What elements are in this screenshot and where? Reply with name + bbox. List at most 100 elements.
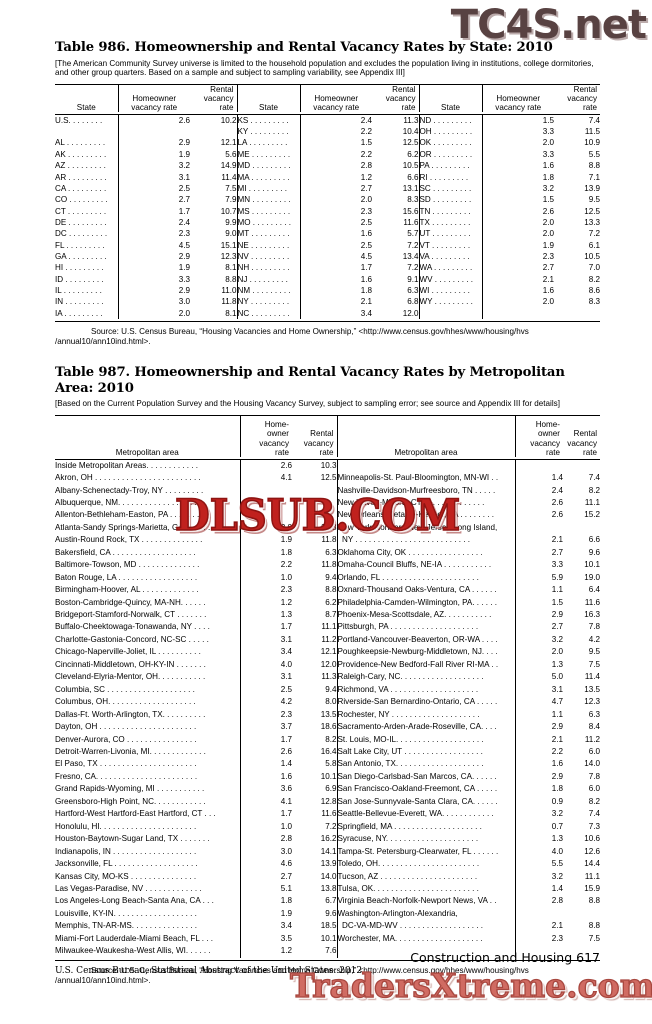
metro-area-label: Baltimore-Towson, MD . . . . . . . . . .…: [55, 560, 200, 570]
homeowner-vacancy-rate: 3.2: [117, 160, 190, 172]
state-label: [55, 126, 118, 137]
homeowner-vacancy-rate: 2.3: [481, 250, 554, 263]
table-row: IL . . . . . . . . . 2.9 11.0 NM . . . . . …: [55, 284, 600, 297]
rental-vacancy-rate: 10.5: [402, 161, 419, 171]
rental-vacancy-rate: 8.8: [588, 161, 600, 171]
rental-vacancy-rate: 7.5: [225, 183, 237, 193]
homeowner-vacancy-rate: 2.6: [239, 459, 292, 473]
rental-vacancy-rate: 11.4: [221, 172, 237, 182]
table-row: AL . . . . . . . . . 2.9 12.1 LA . . . . . …: [55, 137, 600, 149]
table-row: Albuquerque, NM. . . . . . . . . . . . .…: [55, 496, 600, 510]
homeowner-vacancy-rate: 2.6: [514, 509, 563, 522]
rental-vacancy-rate: 11.0: [221, 285, 237, 295]
metro-area-label: Fresno, CA. . . . . . . . . . . . . . . …: [55, 771, 198, 781]
metro-area-label: Houston-Baytown-Sugar Land, TX . . . . .…: [55, 834, 210, 844]
homeowner-vacancy-rate: 0.9: [514, 795, 563, 809]
col-homeowner-3: Homeowner vacancy rate: [481, 84, 554, 113]
homeowner-vacancy-rate: 5.1: [239, 883, 292, 896]
homeowner-vacancy-rate: 3.7: [239, 721, 292, 734]
table-row: El Paso, TX . . . . . . . . . . . . . . …: [55, 758, 600, 771]
rental-vacancy-rate: 6.0: [588, 747, 600, 757]
rental-vacancy-rate: 11.8: [321, 535, 337, 545]
state-label: NC . . . . . . . . .: [236, 307, 300, 319]
state-label: TN . . . . . . . . .: [418, 205, 482, 217]
rental-vacancy-rate: 10.5: [584, 251, 600, 261]
homeowner-vacancy-rate: 2.9: [514, 609, 563, 622]
table-row: IA . . . . . . . . . 2.0 8.1 NC . . . . . .…: [55, 307, 600, 319]
homeowner-vacancy-rate: 2.0: [299, 194, 372, 206]
metro-area-label: San Diego-Carlsbad-San Marcos, CA. . . .…: [336, 770, 515, 784]
homeowner-vacancy-rate: 1.5: [514, 596, 563, 610]
homeowner-vacancy-rate: 2.0: [481, 228, 554, 240]
rental-vacancy-rate: 14.9: [220, 161, 237, 171]
metro-area-label: Austin-Round Rock, TX . . . . . . . . . …: [55, 535, 203, 545]
table-row: DE . . . . . . . . . 2.4 9.9 MO . . . . . .…: [55, 216, 600, 229]
rental-vacancy-rate: 7.5: [588, 933, 600, 943]
table-987-source-l1: Source: U.S. Census Bureau, “Housing Vac…: [91, 966, 529, 976]
homeowner-vacancy-rate: 2.5: [239, 683, 292, 697]
metro-area-label: Providence-New Bedford-Fall River RI-MA …: [336, 658, 515, 672]
table-row: DC . . . . . . . . . 2.3 9.0 MT . . . . . .…: [55, 228, 600, 240]
col-rental-3-l2: vacancy: [567, 93, 597, 103]
rental-vacancy-rate: 5.8: [325, 759, 337, 769]
metro-area-label: Albuquerque, NM. . . . . . . . . . . . .…: [55, 497, 202, 507]
rental-vacancy-rate: 6.3: [325, 547, 337, 557]
state-label: MI . . . . . . . . .: [236, 182, 300, 195]
table-row: Bakersfield, CA . . . . . . . . . . . . …: [55, 546, 600, 560]
metro-area-label: Salt Lake City, UT . . . . . . . . . . .…: [336, 746, 515, 759]
state-label: LA . . . . . . . . .: [236, 137, 300, 149]
metro-area-label: Honolulu, HI. . . . . . . . . . . . . . …: [55, 821, 197, 831]
homeowner-vacancy-rate: [514, 907, 563, 921]
rental-vacancy-rate: 14.1: [320, 846, 337, 856]
table-row: Albany-Schenectady-Troy, NY . . . . . . …: [55, 484, 600, 497]
homeowner-vacancy-rate: 4.7: [514, 696, 563, 709]
metro-area-label: Grand Rapids-Wyoming, MI . . . . . . . .…: [55, 784, 205, 794]
state-label: MA . . . . . . . . .: [236, 171, 300, 183]
col-homeowner-3-l1: Homeowner: [496, 93, 541, 103]
state-label: SC . . . . . . . . .: [418, 182, 482, 195]
table-row: Greensboro-High Point, NC. . . . . . . .…: [55, 795, 600, 809]
homeowner-vacancy-rate: 2.7: [481, 262, 554, 274]
homeowner-vacancy-rate: 2.5: [299, 216, 372, 229]
homeowner-vacancy-rate: [514, 945, 563, 958]
rental-vacancy-rate: 10.3: [320, 460, 337, 470]
state-label: OR . . . . . . . . .: [418, 148, 482, 161]
col-rental-rate-2-l2: vacancy: [567, 438, 597, 448]
homeowner-vacancy-rate: 1.9: [117, 148, 190, 161]
table-987: Metropolitan area Home- owner vacancy ra…: [55, 415, 600, 962]
homeowner-vacancy-rate: 2.6: [239, 746, 292, 759]
rental-vacancy-rate: 8.8: [588, 921, 600, 931]
homeowner-vacancy-rate: 2.0: [481, 296, 554, 308]
metro-area-label: Bakersfield, CA . . . . . . . . . . . . …: [55, 547, 196, 557]
homeowner-vacancy-rate: 2.3: [117, 228, 190, 240]
metro-area-label: Cleveland-Elyria-Mentor, OH. . . . . . .…: [55, 672, 206, 682]
homeowner-vacancy-rate: 2.9: [117, 137, 190, 149]
rental-vacancy-rate: 19.0: [584, 572, 600, 582]
homeowner-vacancy-rate: 2.3: [514, 932, 563, 946]
homeowner-vacancy-rate: 1.2: [299, 171, 372, 183]
rental-vacancy-rate: 8.8: [325, 585, 337, 595]
metro-area-label: Philadelphia-Camden-Wilmington, PA. . . …: [336, 596, 515, 610]
table-row: GA . . . . . . . . . 2.9 12.3 NV . . . . . …: [55, 250, 600, 263]
col-rental-3: Rental vacancy rate: [554, 84, 600, 112]
state-label: MT . . . . . . . . .: [236, 228, 300, 240]
state-label: OH . . . . . . . . .: [418, 126, 482, 138]
rental-vacancy-rate: 11.8: [321, 560, 337, 570]
col-rental-rate-1-l1: Rental: [310, 429, 334, 439]
state-label: AL . . . . . . . . .: [55, 138, 106, 148]
homeowner-vacancy-rate: 1.7: [239, 808, 292, 821]
metro-area-label: Omaha-Council Bluffs, NE-IA . . . . . . …: [336, 559, 515, 572]
homeowner-vacancy-rate: 2.6: [117, 114, 190, 127]
col-homeowner-2: Homeowner vacancy rate: [299, 84, 372, 113]
col-rental-2-l2: vacancy: [385, 93, 416, 103]
col-rental-rate-2-l3: rate: [583, 447, 597, 457]
state-label: U.S. . . . . . . .: [55, 115, 103, 125]
rental-vacancy-rate: 5.7: [407, 229, 419, 239]
table-987-source-l2: /annual10/ann10ind.html>.: [55, 976, 151, 986]
metro-area-label: Minneapolis-St. Paul-Bloomington, MN-WI …: [336, 472, 515, 485]
metro-area-label: Springfield, MA . . . . . . . . . . . . …: [336, 820, 515, 834]
homeowner-vacancy-rate: 3.2: [481, 182, 554, 195]
rental-vacancy-rate: [554, 308, 600, 319]
homeowner-vacancy-rate: 2.7: [239, 870, 292, 883]
rental-vacancy-rate: [292, 497, 337, 509]
